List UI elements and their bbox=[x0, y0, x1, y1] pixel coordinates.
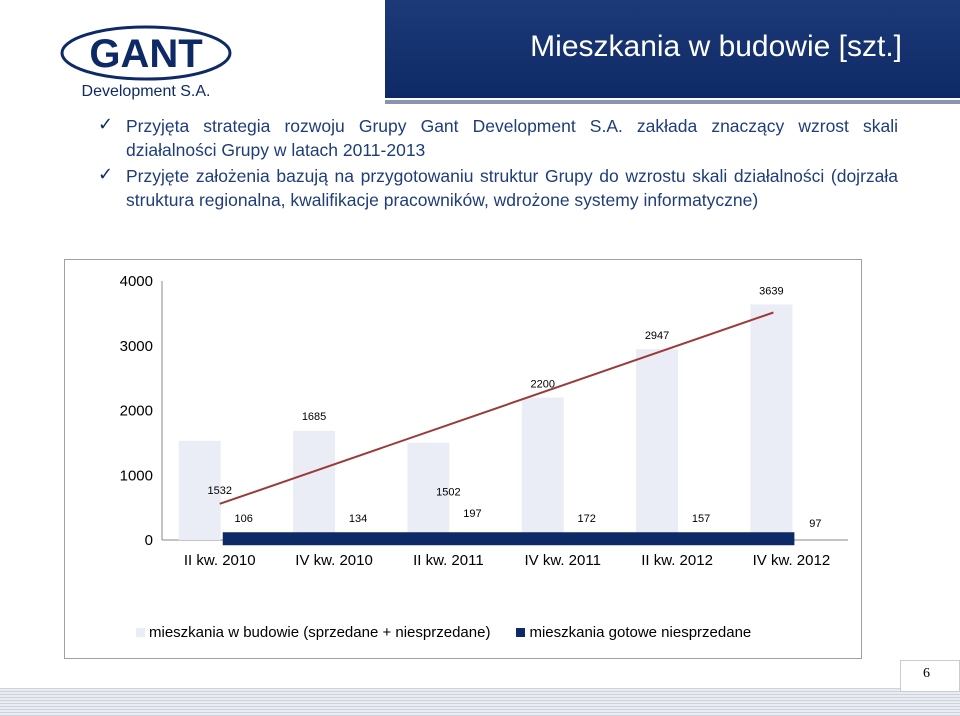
y-tick-label: 0 bbox=[145, 532, 153, 549]
page-number: 6 bbox=[923, 666, 930, 681]
bullet-item: ✓ Przyjęta strategia rozwoju Grupy Gant … bbox=[98, 114, 898, 162]
bar-under-construction bbox=[178, 440, 221, 540]
bullet-text: Przyjęta strategia rozwoju Grupy Gant De… bbox=[126, 116, 898, 160]
y-tick-label: 3000 bbox=[120, 338, 153, 355]
data-label: 1532 bbox=[207, 485, 231, 497]
header-divider bbox=[385, 100, 960, 104]
logo-ellipse bbox=[60, 25, 232, 81]
data-label: 2947 bbox=[645, 330, 669, 342]
legend-item-unsold-ready: mieszkania gotowe niesprzedane bbox=[516, 624, 751, 641]
legend-swatch bbox=[516, 628, 526, 637]
chart-legend: mieszkania w budowie (sprzedane + niespr… bbox=[136, 624, 777, 641]
legend-label: mieszkania w budowie (sprzedane + niespr… bbox=[149, 624, 491, 641]
page-number-box bbox=[900, 660, 960, 692]
x-tick-label: IV kw. 2012 bbox=[753, 552, 831, 569]
data-label-unsold: 97 bbox=[809, 518, 821, 530]
footer-bar bbox=[0, 688, 960, 716]
x-tick-label: II kw. 2011 bbox=[413, 552, 484, 569]
bar-under-construction bbox=[293, 430, 336, 540]
y-tick-label: 1000 bbox=[120, 467, 153, 484]
data-label: 1685 bbox=[302, 411, 326, 423]
x-tick-label: II kw. 2010 bbox=[184, 552, 256, 569]
data-label: 3639 bbox=[759, 285, 783, 297]
legend-swatch bbox=[136, 628, 145, 637]
data-label: 1502 bbox=[436, 487, 460, 499]
y-tick-label: 2000 bbox=[120, 403, 153, 420]
x-tick-label: IV kw. 2011 bbox=[525, 552, 601, 569]
y-tick-label: 4000 bbox=[120, 273, 153, 290]
x-tick-label: IV kw. 2010 bbox=[295, 552, 373, 569]
checkmark-icon: ✓ bbox=[98, 114, 114, 135]
logo-sub-text: Development S.A. bbox=[82, 83, 211, 100]
data-label-unsold: 197 bbox=[463, 508, 481, 520]
data-label: 2200 bbox=[530, 379, 554, 391]
legend-item-under-construction: mieszkania w budowie (sprzedane + niespr… bbox=[136, 624, 490, 641]
band-unsold-ready bbox=[222, 532, 795, 546]
trendline bbox=[219, 311, 774, 505]
bullet-list: ✓ Przyjęta strategia rozwoju Grupy Gant … bbox=[98, 114, 898, 214]
data-label-unsold: 157 bbox=[692, 513, 710, 525]
bar-under-construction bbox=[750, 304, 793, 540]
bullet-item: ✓ Przyjęte założenia bazują na przygotow… bbox=[98, 164, 898, 212]
bullet-text: Przyjęte założenia bazują na przygotowan… bbox=[126, 166, 898, 210]
data-label-unsold: 106 bbox=[235, 513, 253, 525]
bar-under-construction bbox=[636, 349, 679, 540]
bar-under-construction bbox=[407, 442, 450, 540]
legend-label: mieszkania gotowe niesprzedane bbox=[529, 624, 752, 641]
logo-main-text: GANT bbox=[89, 32, 202, 76]
x-tick-label: II kw. 2012 bbox=[641, 552, 713, 569]
gant-logo: GANT Development S.A. bbox=[60, 25, 232, 100]
header-bar bbox=[385, 0, 960, 98]
checkmark-icon: ✓ bbox=[98, 164, 114, 185]
bar-under-construction bbox=[521, 397, 564, 540]
data-label-unsold: 172 bbox=[578, 513, 596, 525]
data-label-unsold: 134 bbox=[349, 513, 367, 525]
slide-title: Mieszkania w budowie [szt.] bbox=[530, 30, 902, 63]
